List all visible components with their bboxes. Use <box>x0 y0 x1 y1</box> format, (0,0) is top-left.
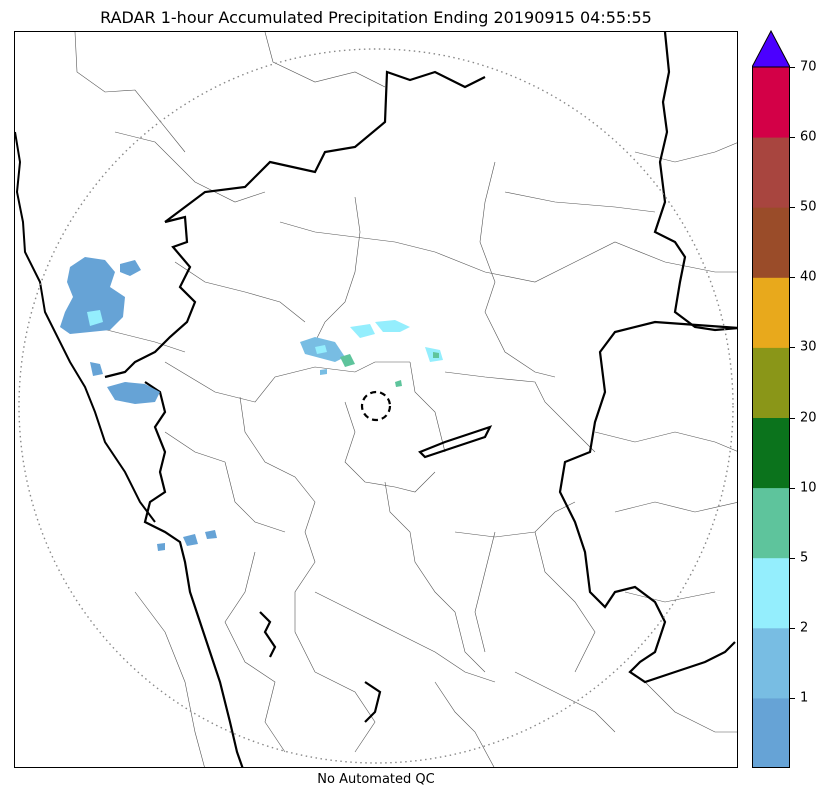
colorbar-tick-label: 50 <box>800 199 817 215</box>
colorbar-tick-mark <box>790 557 795 559</box>
state-borders <box>104 32 737 767</box>
radar-map-svg <box>15 32 737 767</box>
district-borders <box>74 32 737 767</box>
colorbar-tick-mark <box>790 277 795 279</box>
colorbar-tick-mark <box>790 67 795 68</box>
precip-echo-small-a <box>120 260 141 276</box>
colorbar-tick-label: 30 <box>800 339 817 355</box>
precip-echo-inland-d-core <box>433 352 439 358</box>
colorbar <box>751 29 791 769</box>
qc-note: No Automated QC <box>317 772 435 787</box>
colorbar-ticks: 1 2 5 10 20 30 40 50 60 70 <box>790 0 825 797</box>
colorbar-tick-mark <box>790 207 795 209</box>
colorbar-bin <box>752 67 790 138</box>
colorbar-tick-label: 70 <box>800 59 817 75</box>
colorbar-outline <box>752 66 790 768</box>
colorbar-bin <box>752 277 790 348</box>
colorbar-extend-triangle <box>751 29 791 68</box>
colorbar-tick-mark <box>790 417 795 419</box>
colorbar-tick-label: 2 <box>800 620 809 636</box>
colorbar-bin <box>752 557 790 629</box>
colorbar-bin <box>752 347 790 418</box>
precip-echo-inland-a-core <box>315 345 327 354</box>
colorbar-svg <box>751 29 791 769</box>
colorbar-bin <box>752 627 790 699</box>
colorbar-tick-mark <box>790 697 795 699</box>
colorbar-bin <box>752 487 790 559</box>
precip-echo-inland-c <box>375 320 410 332</box>
colorbar-tick-label: 5 <box>800 550 809 566</box>
colorbar-tick-label: 10 <box>800 480 817 496</box>
radar-map[interactable] <box>14 31 738 768</box>
precip-echo-mid-coast <box>107 382 160 404</box>
colorbar-bin <box>752 137 790 208</box>
colorbar-tick-label: 20 <box>800 410 817 425</box>
colorbar-tick-label: 60 <box>800 129 817 145</box>
colorbar-tick-label: 1 <box>800 690 809 706</box>
colorbar-tick-mark <box>790 347 795 349</box>
precip-echo-south-b <box>205 530 217 539</box>
precip-echo-north-coast <box>60 257 125 334</box>
coastline <box>15 131 156 523</box>
precip-echo-coast-small <box>90 362 103 376</box>
radar-range-ring <box>18 48 734 764</box>
precip-echo-north-coast-core <box>87 310 103 326</box>
colorbar-tick-mark <box>790 487 795 489</box>
chart-title: RADAR 1-hour Accumulated Precipitation E… <box>100 8 652 27</box>
colorbar-bin <box>752 417 790 489</box>
precip-echo-tiny-b <box>395 380 402 387</box>
precip-echo-inland-e <box>340 354 355 367</box>
precip-echo-south-c <box>157 543 165 551</box>
colorbar-tick-label: 40 <box>800 269 817 285</box>
precipitation-echoes <box>60 257 443 551</box>
colorbar-tick-mark <box>790 137 795 139</box>
colorbar-tick-mark <box>790 627 795 629</box>
precip-echo-south-a <box>183 534 198 546</box>
precip-echo-inland-b <box>350 324 375 338</box>
precip-echo-tiny-a <box>320 369 327 375</box>
radar-center-marker <box>360 390 392 422</box>
colorbar-bin <box>752 207 790 278</box>
colorbar-bin <box>752 697 790 769</box>
